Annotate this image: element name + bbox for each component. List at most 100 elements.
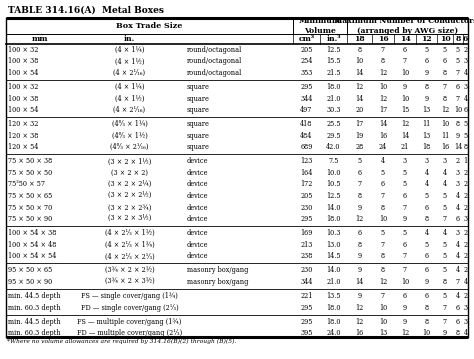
Text: 17: 17 bbox=[356, 120, 364, 128]
Text: 353: 353 bbox=[301, 69, 313, 77]
Text: 344: 344 bbox=[301, 94, 313, 103]
Text: 120 × 38: 120 × 38 bbox=[8, 132, 38, 140]
Text: 2: 2 bbox=[464, 266, 467, 274]
Text: 12: 12 bbox=[379, 278, 387, 286]
Text: 5: 5 bbox=[424, 192, 428, 200]
Text: 8: 8 bbox=[381, 252, 385, 260]
Text: 8: 8 bbox=[424, 318, 428, 326]
Text: 14.0: 14.0 bbox=[326, 266, 341, 274]
Text: 164: 164 bbox=[301, 169, 313, 177]
Text: 10: 10 bbox=[439, 35, 450, 43]
Text: 12.5: 12.5 bbox=[326, 192, 341, 200]
Text: 6: 6 bbox=[456, 304, 460, 312]
Text: 9: 9 bbox=[424, 94, 428, 103]
Text: 3: 3 bbox=[403, 157, 407, 165]
Text: (4 × 2¹⁄₁₆): (4 × 2¹⁄₁₆) bbox=[113, 106, 146, 114]
Text: 21.0: 21.0 bbox=[326, 278, 341, 286]
Text: 172: 172 bbox=[301, 181, 313, 188]
Text: 6: 6 bbox=[456, 83, 460, 91]
Text: 14.5: 14.5 bbox=[326, 252, 341, 260]
Text: 16: 16 bbox=[379, 132, 387, 140]
Text: 2: 2 bbox=[464, 292, 467, 300]
Text: in.: in. bbox=[124, 35, 135, 43]
Text: 11: 11 bbox=[441, 132, 449, 140]
Text: 395: 395 bbox=[301, 329, 313, 337]
Text: 75 × 50 × 50: 75 × 50 × 50 bbox=[8, 169, 52, 177]
Text: 13.5: 13.5 bbox=[326, 292, 341, 300]
Text: 6: 6 bbox=[443, 57, 447, 65]
Text: 5: 5 bbox=[464, 132, 467, 140]
Text: 21.5: 21.5 bbox=[326, 69, 341, 77]
Text: 100 × 54: 100 × 54 bbox=[8, 69, 38, 77]
Text: 3: 3 bbox=[464, 318, 467, 326]
Text: (3¾ × 2 × 3½): (3¾ × 2 × 3½) bbox=[105, 278, 155, 286]
Text: 6: 6 bbox=[424, 57, 428, 65]
Text: 7: 7 bbox=[403, 252, 407, 260]
Text: 169: 169 bbox=[301, 229, 313, 237]
Text: 2: 2 bbox=[464, 252, 467, 260]
Text: 15.5: 15.5 bbox=[326, 57, 341, 65]
Text: 16: 16 bbox=[378, 35, 388, 43]
Text: 8: 8 bbox=[357, 241, 362, 249]
Text: 21.0: 21.0 bbox=[326, 94, 341, 103]
Text: 20: 20 bbox=[356, 106, 364, 114]
Text: 4: 4 bbox=[456, 192, 460, 200]
Text: 12: 12 bbox=[356, 83, 364, 91]
Text: 7: 7 bbox=[381, 192, 385, 200]
Text: device: device bbox=[187, 215, 209, 223]
Text: 18: 18 bbox=[422, 143, 430, 151]
Text: 75³50 × 57: 75³50 × 57 bbox=[8, 181, 45, 188]
Text: 238: 238 bbox=[301, 252, 313, 260]
Text: square: square bbox=[187, 83, 210, 91]
Text: 15: 15 bbox=[401, 106, 409, 114]
Text: 5: 5 bbox=[357, 157, 362, 165]
Text: (4⁶⁄₃ × 1½): (4⁶⁄₃ × 1½) bbox=[111, 132, 147, 140]
Text: 14: 14 bbox=[356, 94, 364, 103]
Text: 6: 6 bbox=[403, 46, 407, 54]
Text: 8: 8 bbox=[443, 278, 447, 286]
Text: 25.5: 25.5 bbox=[326, 120, 341, 128]
Text: 14: 14 bbox=[356, 278, 364, 286]
Text: 10: 10 bbox=[401, 69, 409, 77]
Text: 12: 12 bbox=[379, 94, 387, 103]
Text: 9: 9 bbox=[443, 329, 447, 337]
Text: 7.5: 7.5 bbox=[328, 157, 339, 165]
Text: 4: 4 bbox=[464, 329, 467, 337]
Text: 7: 7 bbox=[403, 266, 407, 274]
Text: 18: 18 bbox=[354, 35, 365, 43]
Text: 30.3: 30.3 bbox=[326, 106, 341, 114]
Text: 16: 16 bbox=[441, 143, 449, 151]
Text: 10: 10 bbox=[454, 106, 462, 114]
Text: 10: 10 bbox=[401, 278, 409, 286]
Text: 2: 2 bbox=[456, 157, 460, 165]
Text: (4 × 1¼): (4 × 1¼) bbox=[115, 83, 144, 91]
Text: (3 × 2 × 2): (3 × 2 × 2) bbox=[111, 169, 148, 177]
Text: 7: 7 bbox=[456, 94, 460, 103]
Text: 3: 3 bbox=[464, 304, 467, 312]
Text: 24: 24 bbox=[379, 143, 387, 151]
Text: 100 × 54 × 48: 100 × 54 × 48 bbox=[8, 241, 56, 249]
Text: 13.0: 13.0 bbox=[326, 241, 341, 249]
Text: device: device bbox=[187, 181, 209, 188]
Text: 6: 6 bbox=[464, 106, 467, 114]
Text: device: device bbox=[187, 157, 209, 165]
Text: 12: 12 bbox=[401, 329, 409, 337]
Text: 2: 2 bbox=[464, 181, 467, 188]
Text: 13: 13 bbox=[379, 329, 387, 337]
Text: 120 × 54: 120 × 54 bbox=[8, 143, 38, 151]
Text: cm³: cm³ bbox=[299, 35, 315, 43]
Text: 14: 14 bbox=[379, 120, 387, 128]
Text: (4 × 1½): (4 × 1½) bbox=[115, 94, 144, 103]
Text: 28: 28 bbox=[356, 143, 364, 151]
Text: 100 × 54 × 54: 100 × 54 × 54 bbox=[8, 252, 56, 260]
Text: square: square bbox=[187, 120, 210, 128]
Text: 8: 8 bbox=[424, 215, 428, 223]
Text: 18.0: 18.0 bbox=[326, 318, 341, 326]
Text: 7: 7 bbox=[443, 304, 447, 312]
Text: (3 × 2 × 2¾): (3 × 2 × 2¾) bbox=[108, 204, 151, 211]
Text: round/octagonal: round/octagonal bbox=[187, 46, 242, 54]
Text: 6: 6 bbox=[424, 252, 428, 260]
Text: 5: 5 bbox=[381, 229, 385, 237]
Text: 8: 8 bbox=[443, 94, 447, 103]
Text: (3¾ × 2 × 2½): (3¾ × 2 × 2½) bbox=[105, 266, 155, 274]
